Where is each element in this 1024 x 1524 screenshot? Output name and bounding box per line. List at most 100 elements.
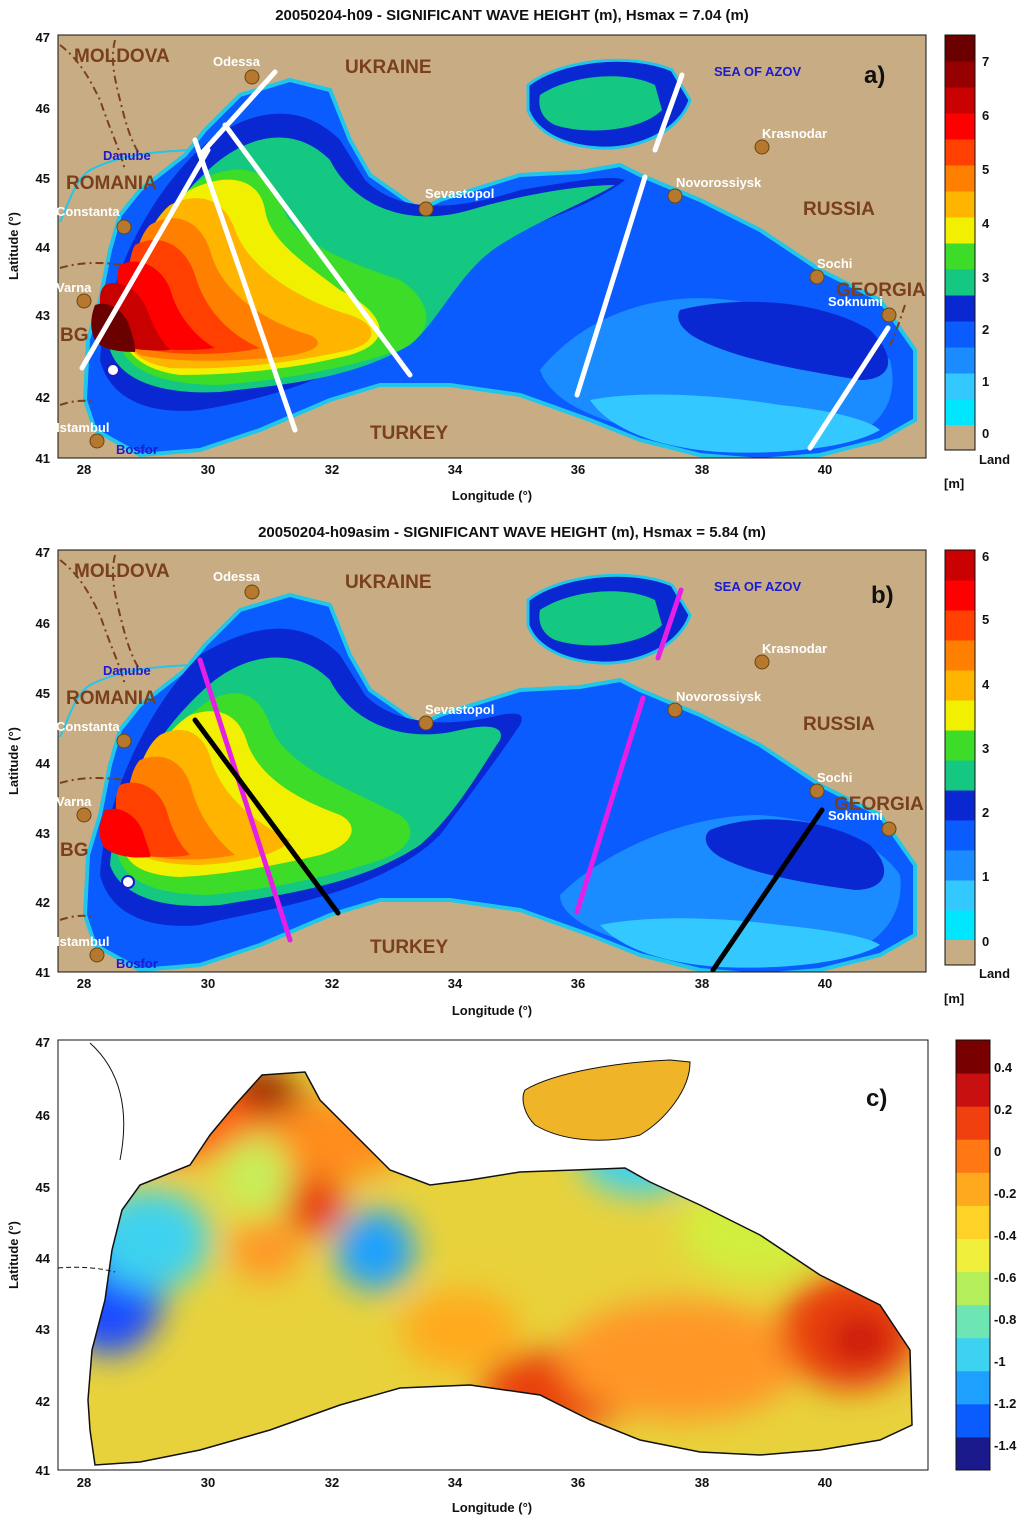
- svg-text:28: 28: [77, 976, 91, 991]
- svg-text:36: 36: [571, 976, 585, 991]
- svg-text:0.4: 0.4: [994, 1060, 1013, 1075]
- colorbar-swatch: [956, 1271, 990, 1306]
- panel-b-xticks: 28 30 32 34 36 38 40: [77, 976, 832, 991]
- panel-a-yticks: 41 42 43 44 45 46 47: [36, 30, 51, 466]
- svg-text:UKRAINE: UKRAINE: [345, 572, 432, 593]
- svg-text:6: 6: [982, 549, 989, 564]
- svg-text:GEORGIA: GEORGIA: [834, 794, 924, 815]
- colorbar-swatch: [945, 61, 975, 88]
- colorbar-swatch: [945, 217, 975, 244]
- panel-c-colorbar: 0.4 0.2 0 -0.2 -0.4 -0.6 -0.8 -1 -1.2 -1…: [955, 1039, 1017, 1471]
- label-danube: Danube: [103, 148, 151, 163]
- panel-b: 20050204-h09asim - SIGNIFICANT WAVE HEIG…: [6, 524, 1010, 1018]
- svg-text:BG: BG: [60, 840, 89, 861]
- svg-text:TURKEY: TURKEY: [370, 937, 448, 958]
- colorbar-swatch: [945, 910, 975, 941]
- label-bosfor: Bosfor: [116, 442, 158, 457]
- svg-text:45: 45: [36, 1180, 50, 1195]
- colorbar-swatch: [945, 243, 975, 270]
- svg-text:41: 41: [36, 965, 50, 980]
- panel-c-xticks: 28 30 32 34 36 38 40: [77, 1475, 832, 1490]
- svg-text:30: 30: [201, 462, 215, 477]
- svg-text:1: 1: [982, 869, 989, 884]
- svg-text:45: 45: [36, 686, 50, 701]
- svg-text:Soknumi: Soknumi: [828, 808, 883, 823]
- panel-a-sea: [82, 58, 917, 458]
- svg-text:42: 42: [36, 390, 50, 405]
- colorbar-swatch: [956, 1205, 990, 1239]
- svg-text:47: 47: [36, 545, 50, 560]
- svg-text:Novorossiysk: Novorossiysk: [676, 689, 762, 704]
- panel-a-map: [58, 35, 926, 458]
- svg-text:MOLDOVA: MOLDOVA: [74, 561, 170, 582]
- svg-text:Sevastopol: Sevastopol: [425, 702, 494, 717]
- panel-b-ylabel: Latitude (°): [6, 727, 21, 795]
- colorbar-swatch: [956, 1403, 990, 1438]
- panel-a-colorbar: 7 6 5 4 3 2 1 0 Land [m]: [944, 34, 1010, 491]
- svg-text:Odessa: Odessa: [213, 569, 261, 584]
- panel-a-ylabel: Latitude (°): [6, 212, 21, 280]
- panel-c-label: c): [866, 1085, 887, 1112]
- colorbar-swatch: [945, 700, 975, 731]
- svg-text:42: 42: [36, 895, 50, 910]
- svg-text:-0.8: -0.8: [994, 1312, 1016, 1327]
- svg-text:Sochi: Sochi: [817, 770, 852, 785]
- colorbar-swatch: [945, 269, 975, 296]
- svg-text:5: 5: [982, 162, 989, 177]
- svg-text:-0.4: -0.4: [994, 1228, 1017, 1243]
- panel-c-ylabel: Latitude (°): [6, 1221, 21, 1289]
- colorbar-swatch: [956, 1436, 990, 1471]
- svg-text:30: 30: [201, 1475, 215, 1490]
- svg-text:40: 40: [818, 1475, 832, 1490]
- svg-text:0: 0: [982, 934, 989, 949]
- colorbar-swatch: [956, 1238, 990, 1273]
- svg-text:44: 44: [36, 1251, 51, 1266]
- colorbar-swatch: [956, 1337, 990, 1372]
- svg-text:46: 46: [36, 1108, 50, 1123]
- panel-b-max-point: [121, 875, 135, 889]
- label-novorossiysk: Novorossiysk: [676, 175, 762, 190]
- colorbar-swatch: [945, 850, 975, 881]
- svg-text:34: 34: [448, 462, 463, 477]
- panel-b-label: b): [871, 582, 894, 609]
- svg-text:38: 38: [695, 976, 709, 991]
- colorbar-swatch: [945, 139, 975, 166]
- panel-a-xlabel: Longitude (°): [452, 488, 532, 503]
- svg-text:4: 4: [982, 677, 990, 692]
- label-bg: BG: [60, 325, 89, 346]
- svg-text:32: 32: [325, 1475, 339, 1490]
- svg-text:28: 28: [77, 1475, 91, 1490]
- panel-a-labels: MOLDOVA UKRAINE ROMANIA RUSSIA BG GEORGI…: [56, 46, 926, 457]
- svg-text:44: 44: [36, 240, 51, 255]
- colorbar-swatch: [945, 399, 975, 426]
- svg-text:Istambul: Istambul: [56, 934, 109, 949]
- svg-text:Varna: Varna: [56, 794, 92, 809]
- svg-text:5: 5: [982, 612, 989, 627]
- svg-text:41: 41: [36, 451, 50, 466]
- colorbar-land-swatch: [945, 425, 975, 450]
- label-turkey: TURKEY: [370, 423, 448, 444]
- svg-text:-1: -1: [994, 1354, 1006, 1369]
- svg-text:34: 34: [448, 1475, 463, 1490]
- label-istambul: Istambul: [56, 420, 109, 435]
- colorbar-swatch: [945, 820, 975, 851]
- label-odessa: Odessa: [213, 54, 261, 69]
- svg-text:42: 42: [36, 1394, 50, 1409]
- colorbar-swatch: [945, 670, 975, 701]
- colorbar-swatch: [945, 295, 975, 322]
- colorbar-swatch: [956, 1172, 990, 1206]
- label-romania: ROMANIA: [66, 173, 157, 194]
- colorbar-swatch: [945, 550, 975, 581]
- panel-b-labels: MOLDOVA UKRAINE ROMANIA RUSSIA BG GEORGI…: [56, 561, 924, 971]
- svg-text:30: 30: [201, 976, 215, 991]
- colorbar-swatch: [945, 321, 975, 348]
- svg-text:-1.2: -1.2: [994, 1396, 1016, 1411]
- svg-text:46: 46: [36, 101, 50, 116]
- colorbar-swatch: [945, 113, 975, 140]
- colorbar-swatch: [956, 1106, 990, 1140]
- colorbar-swatch: [945, 191, 975, 218]
- svg-text:36: 36: [571, 1475, 585, 1490]
- panel-a-colorbar-land: Land: [979, 452, 1010, 467]
- svg-text:43: 43: [36, 308, 50, 323]
